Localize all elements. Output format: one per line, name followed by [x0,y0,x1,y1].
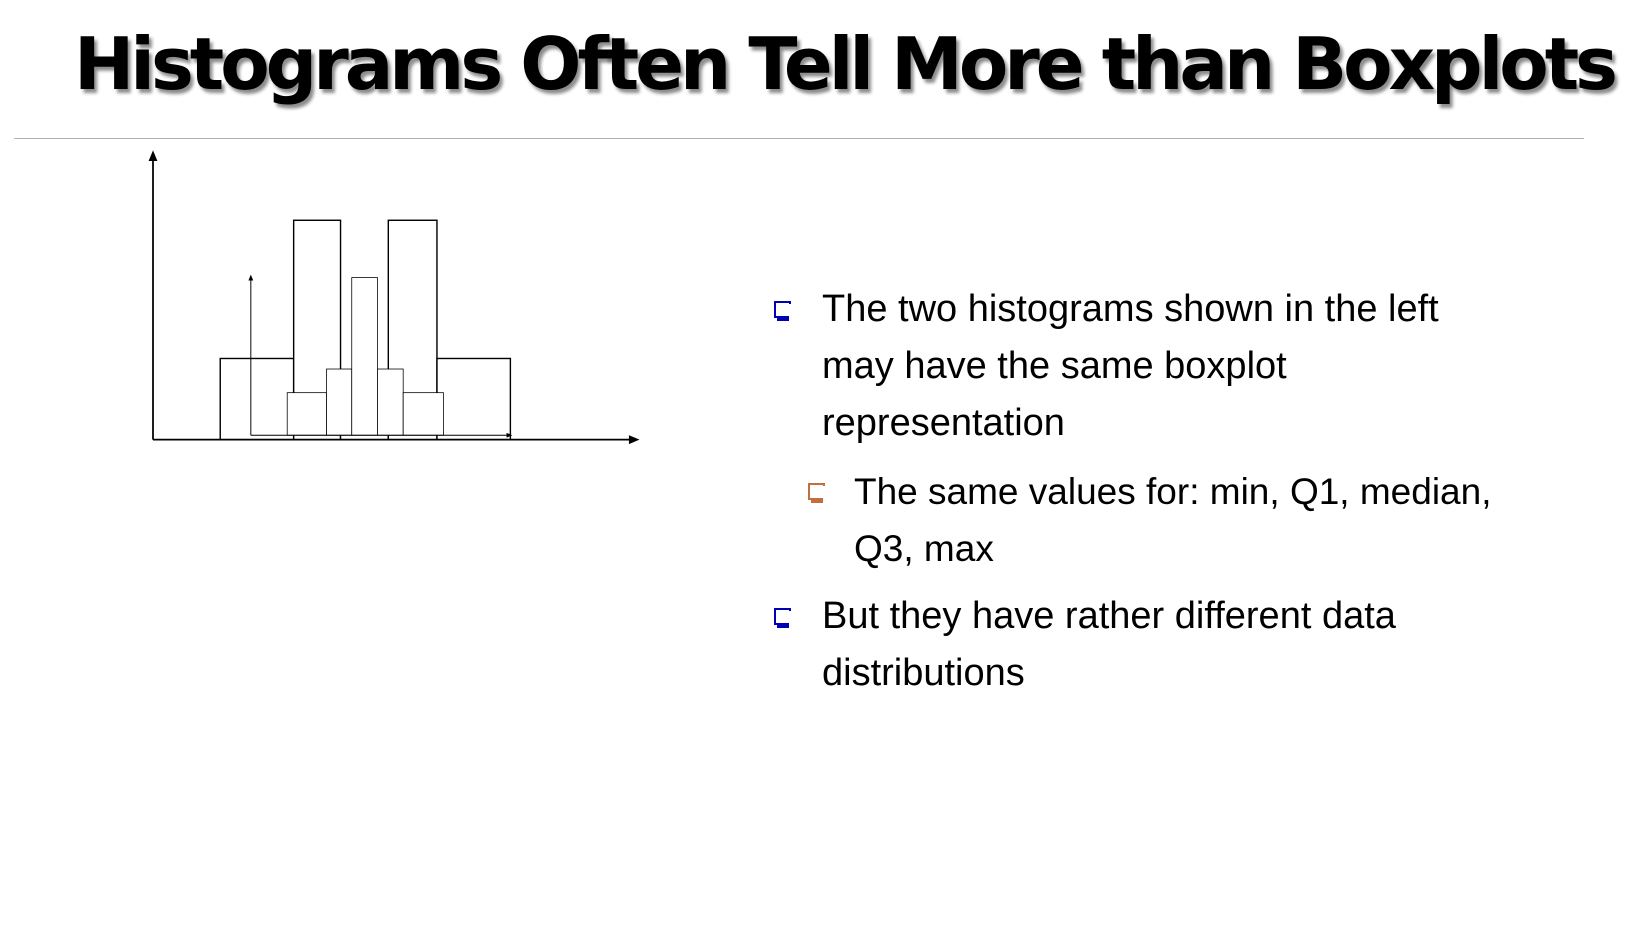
bullet-list: The two histograms shown in the left may… [772,281,1492,702]
bullet-item: But they have rather different data dist… [772,588,1492,702]
bullet-text: The two histograms shown in the left may… [822,288,1439,444]
sub-bullet-text: The same values for: min, Q1, median, Q3… [854,471,1492,569]
histogram-bottom [248,274,513,438]
square-bullet-icon [774,301,795,322]
bullet-item: The two histograms shown in the left may… [772,281,1492,452]
bullet-text: But they have rather different data dist… [822,595,1396,694]
x-axis-arrow-icon [506,432,513,438]
histogram-bar [219,357,295,441]
slide-title: Histograms Often Tell More than Boxplots [74,22,1618,106]
x-axis-arrow-icon [628,435,640,445]
histogram-bar [402,392,444,436]
y-axis-arrow-icon [248,274,254,281]
histogram-bar [326,368,353,436]
histogram-bar [286,392,327,436]
histogram-bar [351,277,378,436]
square-bullet-icon [808,483,829,504]
histogram-bar [436,357,512,441]
title-divider [14,138,1584,139]
square-bullet-icon [774,608,795,629]
histogram-bar [377,368,404,436]
sub-bullet-item: The same values for: min, Q1, median, Q3… [772,463,1492,577]
y-axis-arrow-icon [148,150,158,161]
